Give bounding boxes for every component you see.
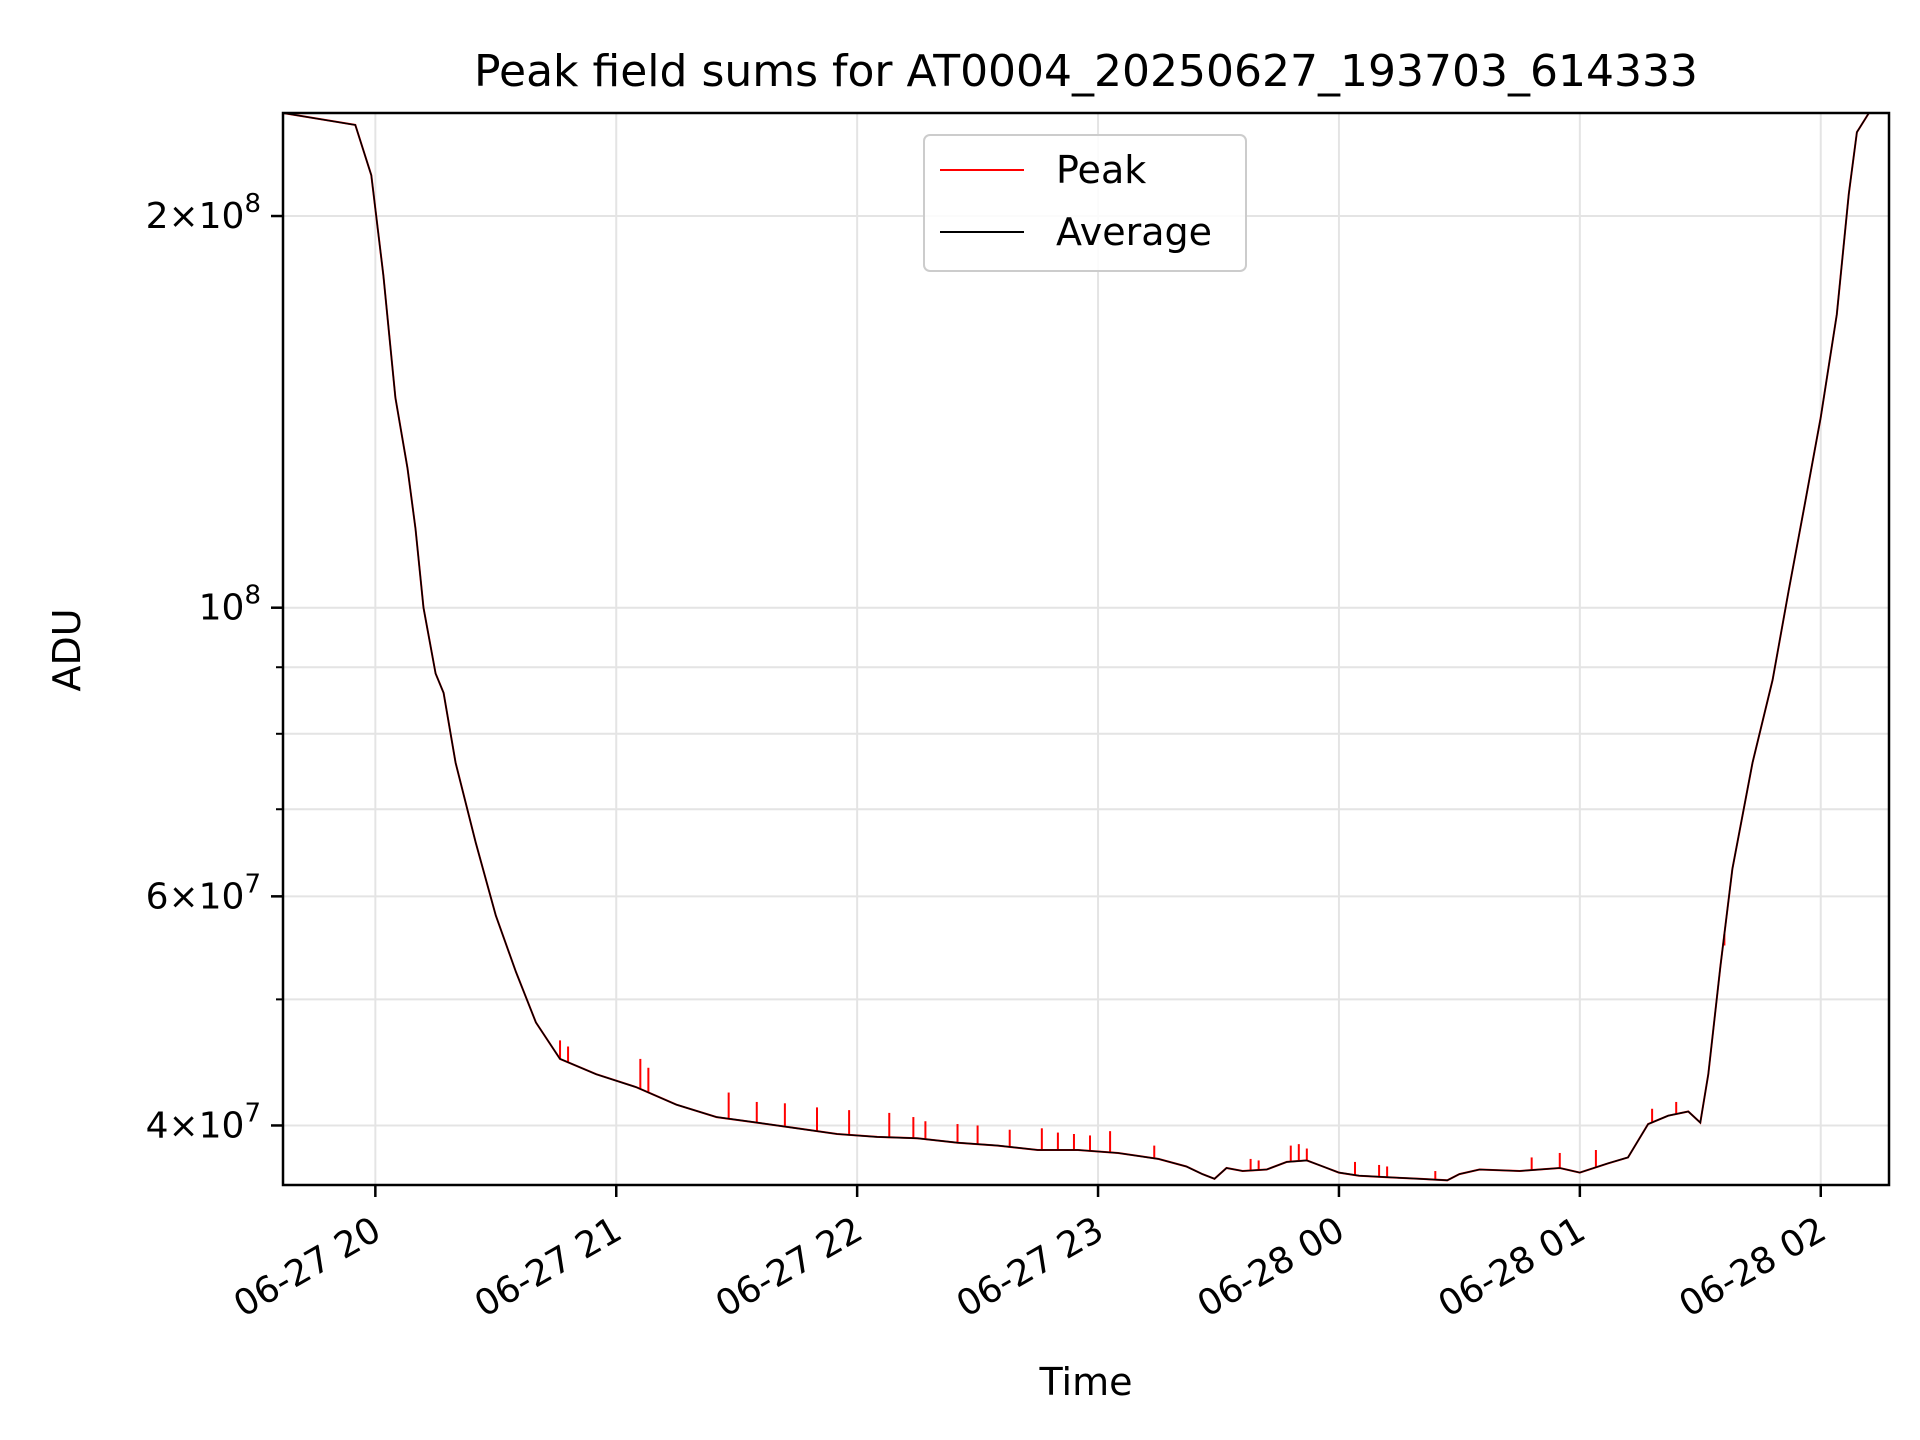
chart-title: Peak field sums for AT0004_20250627_1937… bbox=[474, 46, 1698, 97]
x-axis-label: Time bbox=[1039, 1360, 1133, 1404]
plot-frame bbox=[281, 111, 1891, 1187]
y-tick-label: 2×108 bbox=[146, 189, 261, 237]
legend: Peak Average bbox=[923, 134, 1247, 272]
y-tick-label: 108 bbox=[199, 581, 261, 629]
y-tick-label: 6×107 bbox=[146, 869, 261, 917]
y-tick-label: 4×107 bbox=[146, 1098, 261, 1146]
y-axis-label: ADU bbox=[45, 608, 89, 691]
legend-peak-label: Peak bbox=[1056, 148, 1146, 192]
plot-series bbox=[282, 112, 1889, 1182]
legend-average-label: Average bbox=[1056, 210, 1212, 254]
average-line bbox=[282, 112, 1889, 1182]
